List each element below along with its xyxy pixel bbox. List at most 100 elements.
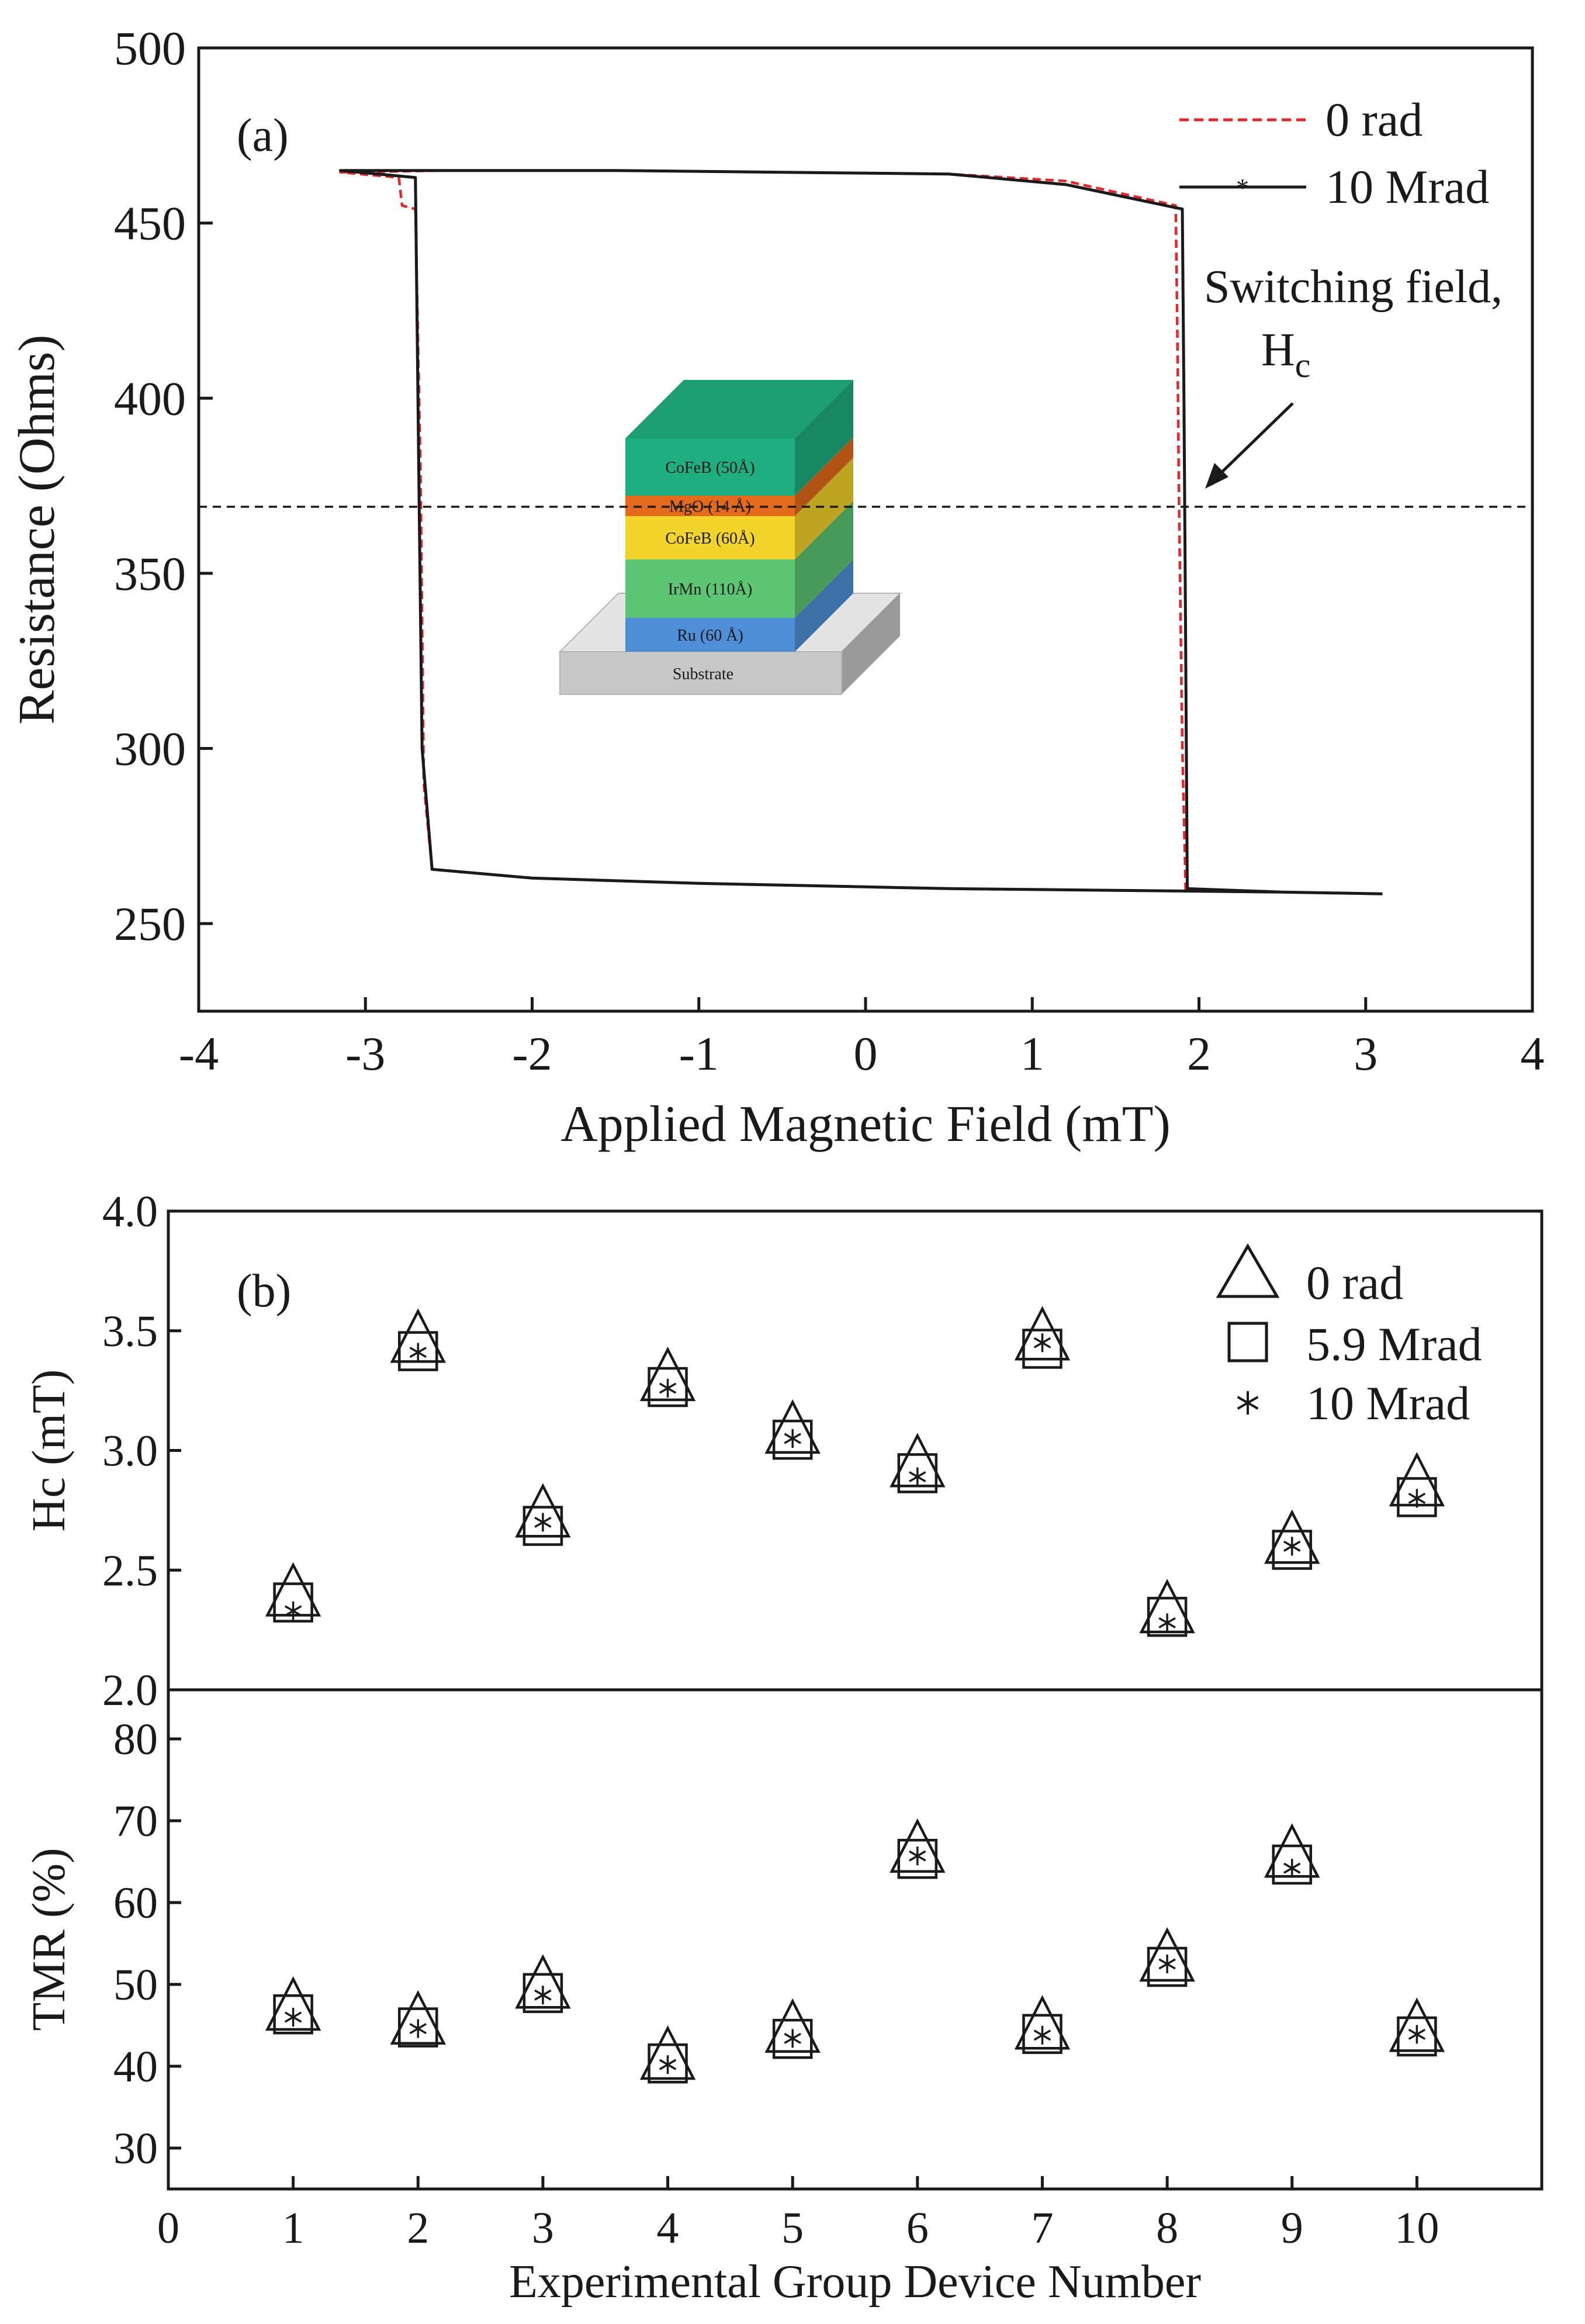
hc-asterisk-marker [1158,1613,1176,1633]
x-tick-label: 1 [1020,1027,1044,1080]
panel-a-x-ticks: -4 -3 -2 -1 0 1 2 3 4 [179,997,1545,1080]
legend-asterisk-marker [1237,1391,1259,1415]
x-tick-label: -4 [179,1027,219,1080]
tmr-y-ticks: 30 40 50 60 70 80 [113,1715,181,2173]
tmr-y-axis-label: TMR (%) [23,1848,75,2031]
x-tick-label: 3 [1354,1027,1378,1080]
panel-a-letter: (a) [237,110,289,161]
tmr-square-marker [273,1994,313,2035]
tmr-asterisk-marker [1283,1859,1301,1878]
panel-a-y-ticks: 250 300 350 400 450 500 [114,22,213,950]
asterisk-stroke [1408,1492,1426,1504]
hc-y-ticks: 2.0 2.5 3.0 3.5 4.0 [102,1187,181,1715]
asterisk-stroke [1283,1862,1301,1874]
tmr-asterisk-marker [784,2029,801,2048]
legend-label-0-rad: 0 rad [1326,93,1423,146]
tmr-asterisk-marker [534,1986,552,2005]
annotation-arrow-head [1205,463,1228,489]
asterisk-stroke [1283,1540,1301,1552]
asterisk-stroke [284,1605,302,1617]
hc-triangle-marker [639,1346,696,1402]
asterisk-stroke [659,1382,677,1394]
tmr-asterisk-marker [284,2008,302,2026]
panel-a-legend: 0 rad * 10 Mrad [1179,93,1489,213]
tmr-triangle-marker [1014,1995,1071,2050]
y-tick-label: 30 [113,2124,158,2173]
layer-side-cofeb-50 [795,380,853,496]
substrate-front [559,651,842,695]
legend-triangle-marker [1216,1243,1280,1298]
y-tick-label: 300 [114,722,186,776]
x-tick-label: 8 [1156,2204,1178,2253]
legend-square-marker [1227,1322,1268,1362]
panel-b-x-axis-label: Experimental Group Device Number [509,2256,1201,2308]
substrate-label: Substrate [673,665,733,683]
x-tick-label: -3 [345,1027,385,1080]
hc-square-marker [648,1367,688,1407]
x-tick-label: 0 [854,1027,878,1080]
y-tick-label: 2.5 [102,1546,158,1595]
asterisk-stroke [784,1433,801,1444]
tmr-asterisk-marker [1158,1955,1176,1973]
legend-label-0-rad: 0 rad [1306,1256,1403,1309]
y-tick-label: 500 [114,22,186,75]
tmr-triangle-marker [265,1976,321,2031]
y-tick-label: 3.5 [102,1307,158,1356]
hc-square-marker [398,1331,438,1371]
switching-field-annotation: Switching field, Hc [1204,261,1503,489]
tmr-square-marker [398,2007,438,2048]
hc-asterisk-marker [909,1467,926,1486]
x-tick-label: 10 [1394,2204,1439,2253]
x-tick-label: 4 [657,2204,679,2253]
panel-a-series [339,169,1383,895]
annotation-symbol: Hc [1261,324,1310,385]
panel-a-chart: Substrate Ru (60 Å) IrMn (110Å) CoFeB (60Å)… [9,22,1545,1153]
x-tick-label: 2 [1187,1027,1211,1080]
x-tick-label: 2 [407,2204,429,2253]
y-tick-label: 60 [113,1879,158,1928]
layer-front-cofeb-50 [625,438,795,496]
y-tick-label: 70 [113,1797,158,1846]
layer-stack-inset: Substrate Ru (60 Å) IrMn (110Å) CoFeB (60Å)… [558,380,902,695]
y-tick-label: 3.0 [102,1427,158,1476]
hc-square-marker [1147,1596,1188,1637]
tmr-triangle-marker [1389,1997,1445,2052]
legend-label-5-9-mrad: 5.9 Mrad [1306,1317,1482,1371]
layer-top-face [625,380,853,438]
panel-b-chart: 0 1 2 3 4 5 6 7 8 9 10 2.0 2.5 3.0 3.5 4.0 30 40 50 60 70 8… [23,1187,1544,2308]
x-tick-label: -1 [679,1027,719,1080]
layer-label-irmn-110: IrMn (110Å) [668,580,752,599]
asterisk-stroke [1237,1396,1259,1410]
x-tick-label: 6 [906,2204,929,2253]
tmr-square-marker [897,1838,938,1879]
x-tick-label: -2 [512,1027,552,1080]
y-tick-label: 80 [113,1715,158,1764]
tmr-square-marker [648,2043,688,2084]
layer-front-ru-60 [625,618,795,652]
hc-asterisk-marker [1408,1489,1426,1508]
tmr-triangle-marker [639,2025,696,2080]
asterisk-stroke [1158,1617,1176,1628]
layer-side-cofeb-60 [795,458,853,559]
layer-label-cofeb-50: CoFeB (50Å) [665,459,755,477]
tmr-triangle-marker [890,1818,946,1873]
tmr-asterisk-marker [659,2055,677,2074]
panel-a-x-axis-label: Applied Magnetic Field (mT) [560,1096,1171,1153]
x-tick-label: 1 [282,2204,304,2253]
hc-asterisk-marker [534,1513,552,1532]
hc-square-marker [522,1506,563,1546]
y-tick-label: 2.0 [102,1666,158,1715]
x-tick-label: 7 [1031,2204,1053,2253]
asterisk-stroke [909,1850,926,1862]
panel-b-legend: 0 rad 5.9 Mrad 10 Mrad [1216,1243,1482,1430]
asterisk-stroke [659,2059,677,2070]
tmr-asterisk-marker [1033,2025,1051,2045]
layer-side-mgo-14 [795,437,853,516]
hc-asterisk-marker [409,1343,427,1362]
y-tick-label: 250 [114,897,186,950]
hc-square-marker [772,1419,813,1460]
asterisk-stroke [784,2032,801,2044]
y-tick-label: 40 [113,2042,158,2091]
panel-b-letter: (b) [237,1265,291,1317]
hc-triangle-marker [1264,1509,1320,1564]
